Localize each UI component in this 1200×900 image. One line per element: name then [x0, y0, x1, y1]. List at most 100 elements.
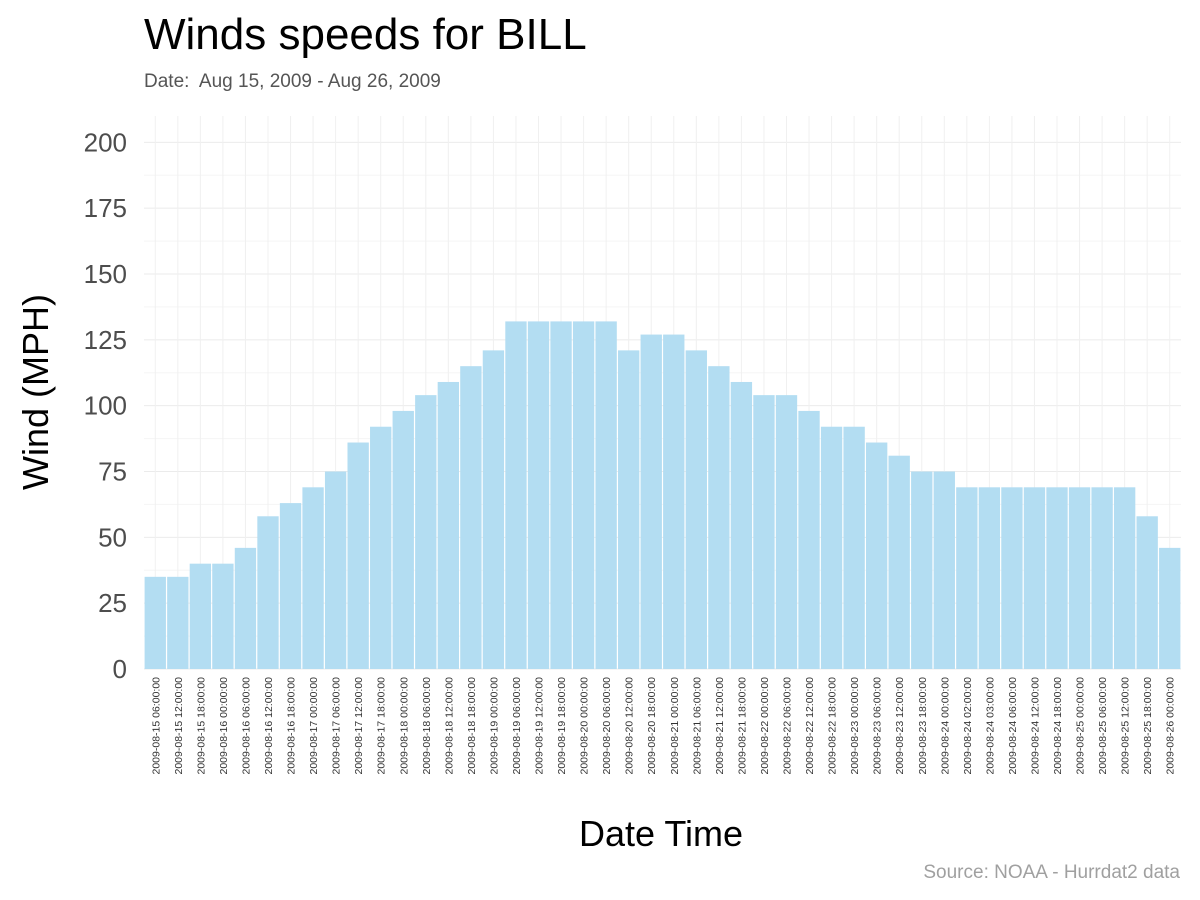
y-tick-label: 0 — [113, 654, 127, 684]
x-tick-label: 2009-08-20 00:00:00 — [579, 677, 591, 775]
bar-15 — [482, 350, 505, 669]
x-tick-label: 2009-08-16 12:00:00 — [263, 677, 275, 775]
x-tick-label: 2009-08-24 00:00:00 — [939, 677, 951, 775]
bar-8 — [324, 471, 347, 669]
x-tick-label: 2009-08-24 18:00:00 — [1052, 677, 1064, 775]
chart-title: Winds speeds for BILL — [144, 10, 587, 59]
bar-24 — [685, 350, 707, 669]
bar-29 — [798, 410, 820, 669]
bar-2 — [189, 563, 212, 669]
bar-41 — [1068, 487, 1091, 669]
x-tick-label: 2009-08-23 06:00:00 — [872, 677, 884, 775]
bar-20 — [595, 321, 617, 669]
y-tick-label: 50 — [98, 522, 127, 552]
bar-33 — [888, 455, 910, 669]
x-tick-label: 2009-08-20 12:00:00 — [624, 677, 636, 775]
x-tick-label: 2009-08-26 00:00:00 — [1165, 677, 1177, 775]
bar-9 — [347, 442, 369, 669]
x-tick-label: 2009-08-22 12:00:00 — [804, 677, 816, 775]
x-tick-label: 2009-08-24 03:00:00 — [984, 677, 996, 775]
bar-35 — [933, 471, 955, 669]
bar-32 — [865, 442, 888, 669]
x-tick-label: 2009-08-25 00:00:00 — [1075, 677, 1087, 775]
bar-34 — [911, 471, 933, 669]
y-tick-label: 25 — [98, 588, 127, 618]
x-tick-label: 2009-08-18 06:00:00 — [421, 677, 433, 775]
x-tick-label: 2009-08-25 18:00:00 — [1142, 677, 1154, 775]
x-tick-label: 2009-08-16 18:00:00 — [286, 677, 298, 775]
x-tick-label: 2009-08-15 18:00:00 — [195, 677, 207, 775]
bar-10 — [370, 426, 392, 669]
bar-26 — [730, 381, 753, 669]
bar-36 — [956, 487, 978, 669]
x-tick-label: 2009-08-24 12:00:00 — [1029, 677, 1041, 775]
bar-6 — [279, 503, 302, 669]
x-tick-label: 2009-08-22 00:00:00 — [759, 677, 771, 775]
bar-14 — [460, 366, 482, 669]
bar-17 — [527, 321, 550, 669]
x-tick-label: 2009-08-19 06:00:00 — [511, 677, 523, 775]
bar-44 — [1136, 516, 1158, 669]
x-tick-label: 2009-08-21 18:00:00 — [736, 677, 748, 775]
x-tick-label: 2009-08-20 06:00:00 — [601, 677, 613, 775]
bar-12 — [415, 395, 437, 669]
bar-4 — [234, 547, 257, 669]
bar-23 — [663, 334, 685, 669]
bar-18 — [550, 321, 572, 669]
x-tick-label: 2009-08-22 18:00:00 — [827, 677, 839, 775]
x-tick-label: 2009-08-25 12:00:00 — [1120, 677, 1132, 775]
x-tick-label: 2009-08-23 12:00:00 — [894, 677, 906, 775]
x-tick-label: 2009-08-22 06:00:00 — [781, 677, 793, 775]
bar-38 — [1001, 487, 1023, 669]
bar-37 — [978, 487, 1001, 669]
x-tick-label: 2009-08-21 00:00:00 — [669, 677, 681, 775]
x-tick-label: 2009-08-17 06:00:00 — [331, 677, 343, 775]
x-tick-label: 2009-08-19 18:00:00 — [556, 677, 568, 775]
bar-19 — [572, 321, 595, 669]
x-tick-label: 2009-08-21 06:00:00 — [691, 677, 703, 775]
x-tick-label: 2009-08-15 06:00:00 — [150, 677, 162, 775]
y-tick-label: 75 — [98, 457, 127, 487]
bar-0 — [144, 576, 166, 669]
bar-31 — [843, 426, 865, 669]
x-tick-label: 2009-08-15 12:00:00 — [173, 677, 185, 775]
x-tick-label: 2009-08-25 06:00:00 — [1097, 677, 1109, 775]
x-tick-label: 2009-08-23 00:00:00 — [849, 677, 861, 775]
bar-3 — [212, 563, 234, 669]
bar-43 — [1113, 487, 1136, 669]
bar-30 — [820, 426, 843, 669]
bar-45 — [1159, 547, 1181, 669]
x-tick-label: 2009-08-24 06:00:00 — [1007, 677, 1019, 775]
x-tick-label: 2009-08-18 00:00:00 — [398, 677, 410, 775]
bar-5 — [257, 516, 279, 669]
x-tick-label: 2009-08-17 00:00:00 — [308, 677, 320, 775]
bar-22 — [640, 334, 662, 669]
bar-11 — [392, 410, 414, 669]
bar-27 — [753, 395, 775, 669]
bar-21 — [618, 350, 640, 669]
x-axis-label: Date Time — [578, 813, 744, 854]
x-tick-label: 2009-08-16 06:00:00 — [240, 677, 252, 775]
x-tick-label: 2009-08-18 12:00:00 — [443, 677, 455, 775]
y-tick-label: 100 — [84, 391, 127, 421]
y-tick-label: 175 — [84, 193, 127, 223]
bar-39 — [1023, 487, 1046, 669]
bar-13 — [437, 381, 460, 669]
x-tick-label: 2009-08-17 12:00:00 — [353, 677, 365, 775]
x-tick-label: 2009-08-16 00:00:00 — [218, 677, 230, 775]
bar-7 — [302, 487, 324, 669]
x-tick-label: 2009-08-18 18:00:00 — [466, 677, 478, 775]
bar-28 — [775, 395, 798, 669]
bar-42 — [1091, 487, 1113, 669]
chart-subtitle: Date: Aug 15, 2009 - Aug 26, 2009 — [144, 71, 441, 92]
x-tick-label: 2009-08-23 18:00:00 — [917, 677, 929, 775]
x-tick-label: 2009-08-21 12:00:00 — [714, 677, 726, 775]
y-tick-label: 200 — [84, 127, 127, 157]
bar-1 — [167, 576, 189, 669]
chart-caption: Source: NOAA - Hurrdat2 data — [923, 862, 1180, 883]
y-tick-label: 150 — [84, 259, 127, 289]
bar-25 — [708, 366, 730, 669]
bar-40 — [1046, 487, 1068, 669]
